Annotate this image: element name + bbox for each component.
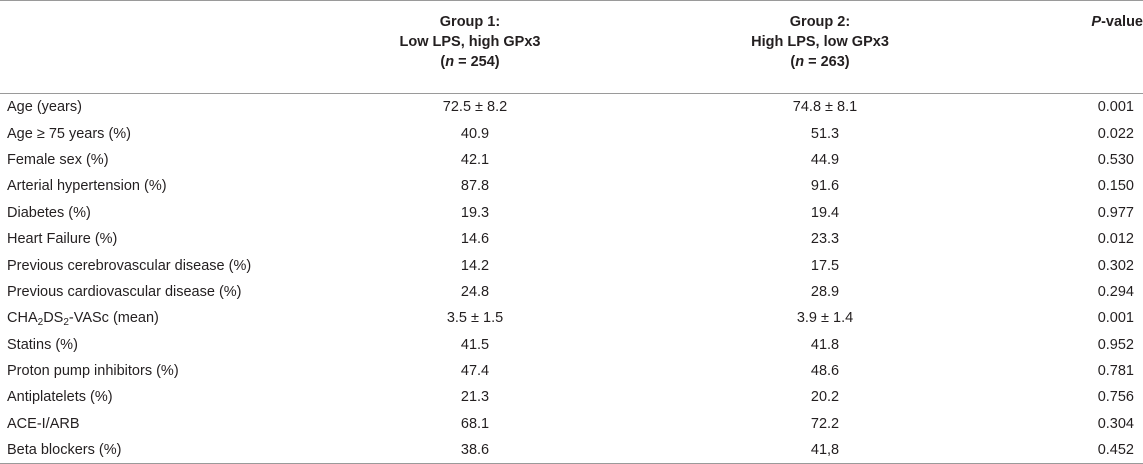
row-group1-value: 14.2 (460, 257, 490, 274)
row-group1-value: 42.1 (460, 151, 490, 168)
header-pvalue-p: P (1091, 14, 1102, 30)
row-group1-value: 3.5 ± 1.5 (446, 310, 504, 327)
row-pvalue: 0.294 (1097, 283, 1134, 300)
row-group1-value: 14.6 (460, 231, 490, 248)
row-variable: Heart Failure (%) (7, 231, 118, 248)
header-variable (0, 0, 335, 94)
header-group1-n: (n = 254) (440, 54, 500, 70)
row-variable: Antiplatelets (%) (7, 389, 113, 406)
header-pvalue-rest: -value (1101, 14, 1143, 30)
table-row: Age (years) 72.5 ± 8.2 74.8 ± 8.1 0.001 (0, 94, 1143, 121)
table-row: Diabetes (%) 19.3 19.4 0.977 (0, 200, 1143, 226)
cha2ds2-sub-1: 2 (37, 317, 44, 329)
table-row: Previous cerebrovascular disease (%) 14.… (0, 252, 1143, 278)
row-group2-value: 17.5 (810, 257, 840, 274)
row-group2-value: 41,8 (605, 437, 1035, 464)
row-pvalue: 0.150 (1097, 178, 1134, 195)
table-row: CHA2DS2-VASc (mean) 3.5 ± 1.5 3.9 ± 1.4 … (0, 305, 1143, 331)
table-body: Age (years) 72.5 ± 8.2 74.8 ± 8.1 0.001 … (0, 94, 1143, 464)
row-group2-value: 23.3 (810, 231, 840, 248)
row-pvalue: 0.952 (1097, 336, 1134, 353)
row-group2-value: 3.9 ± 1.4 (796, 310, 854, 327)
header-group2: Group 2: High LPS, low GPx3 (n = 263) (605, 0, 1035, 94)
row-group2-value: 91.6 (810, 178, 840, 195)
row-variable: Diabetes (%) (7, 204, 91, 221)
row-pvalue: 0.756 (1097, 389, 1134, 406)
row-group1-value: 21.3 (460, 389, 490, 406)
row-pvalue: 0.302 (1097, 257, 1134, 274)
row-pvalue: 0.022 (1097, 125, 1134, 142)
row-pvalue: 0.781 (1097, 363, 1134, 380)
row-variable: CHA2DS2-VASc (mean) (0, 305, 335, 331)
row-pvalue: 0.530 (1097, 151, 1134, 168)
table-row: ACE-I/ARB 68.1 72.2 0.304 (0, 411, 1143, 437)
header-group1-line2: Low LPS, high GPx3 (399, 34, 541, 50)
row-variable: Previous cerebrovascular disease (%) (7, 257, 252, 274)
row-group2-value: 19.4 (810, 204, 840, 221)
row-group2-value: 51.3 (810, 125, 840, 142)
row-pvalue: 0.012 (1097, 231, 1134, 248)
row-variable: ACE-I/ARB (7, 415, 80, 432)
row-group2-value: 74.8 ± 8.1 (792, 99, 858, 116)
header-group1: Group 1: Low LPS, high GPx3 (n = 254) (335, 0, 605, 94)
row-variable: Previous cardiovascular disease (%) (7, 283, 242, 300)
row-group1-value: 24.8 (460, 283, 490, 300)
table-row: Age ≥ 75 years (%) 40.9 51.3 0.022 (0, 120, 1143, 146)
cha2ds2-part-1: CHA (7, 310, 38, 327)
row-pvalue: 0.001 (1097, 99, 1134, 116)
row-pvalue: 0.001 (1097, 310, 1134, 327)
row-variable: Age (years) (7, 99, 82, 116)
table-row: Female sex (%) 42.1 44.9 0.530 (0, 147, 1143, 173)
header-group2-line2: High LPS, low GPx3 (751, 34, 889, 50)
row-group2-value: 72.2 (810, 415, 840, 432)
row-pvalue: 0.977 (1097, 204, 1134, 221)
row-group1-value: 40.9 (460, 125, 490, 142)
row-pvalue: 0.452 (1035, 437, 1143, 464)
table-row: Beta blockers (%) 38.6 41,8 0.452 (0, 437, 1143, 464)
table-row: Antiplatelets (%) 21.3 20.2 0.756 (0, 384, 1143, 410)
cha2ds2-sub-2: 2 (63, 317, 69, 329)
row-group1-value: 87.8 (460, 178, 490, 195)
row-variable: Female sex (%) (7, 151, 109, 168)
row-variable: Proton pump inhibitors (%) (7, 363, 179, 380)
row-group2-value: 28.9 (810, 283, 840, 300)
table-row: Proton pump inhibitors (%) 47.4 48.6 0.7… (0, 358, 1143, 384)
table-row: Arterial hypertension (%) 87.8 91.6 0.15… (0, 173, 1143, 199)
row-group2-value: 44.9 (810, 151, 840, 168)
row-group2-value: 41.8 (810, 336, 840, 353)
header-row: Group 1: Low LPS, high GPx3 (n = 254) Gr… (0, 0, 1143, 94)
row-variable: Statins (%) (7, 336, 78, 353)
row-variable: Age ≥ 75 years (%) (7, 125, 132, 142)
header-group1-n-label: n (445, 54, 455, 70)
row-group1-value: 41.5 (460, 336, 490, 353)
header-group2-n-value: = 263) (804, 54, 850, 70)
row-group1-value: 72.5 ± 8.2 (442, 99, 508, 116)
row-group2-value: 20.2 (810, 389, 840, 406)
header-group2-n-label: n (795, 54, 805, 70)
row-variable: Beta blockers (%) (0, 437, 335, 464)
table-row: Heart Failure (%) 14.6 23.3 0.012 (0, 226, 1143, 252)
row-group1-value: 38.6 (335, 437, 605, 464)
row-variable: Arterial hypertension (%) (7, 178, 167, 195)
row-group1-value: 19.3 (460, 204, 490, 221)
table-row: Statins (%) 41.5 41.8 0.952 (0, 332, 1143, 358)
row-pvalue: 0.304 (1097, 415, 1134, 432)
row-group1-value: 68.1 (460, 415, 490, 432)
header-group2-line1: Group 2: (789, 14, 851, 30)
table-row: Previous cardiovascular disease (%) 24.8… (0, 279, 1143, 305)
header-pvalue: P-value (1035, 0, 1143, 94)
cha2ds2-part-2: DS (43, 310, 64, 327)
header-group2-n: (n = 263) (790, 54, 850, 70)
row-group2-value: 48.6 (810, 363, 840, 380)
cha2ds2-part-3: -VASc (mean) (68, 310, 159, 327)
row-group1-value: 47.4 (460, 363, 490, 380)
header-group1-line1: Group 1: (439, 14, 501, 30)
header-group1-n-value: = 254) (454, 54, 500, 70)
